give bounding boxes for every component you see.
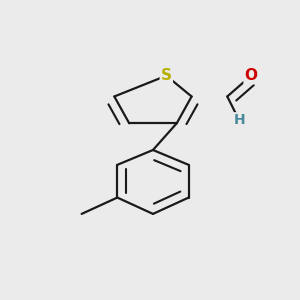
Text: O: O [244, 68, 258, 83]
Text: S: S [161, 68, 172, 83]
Text: H: H [233, 113, 245, 127]
